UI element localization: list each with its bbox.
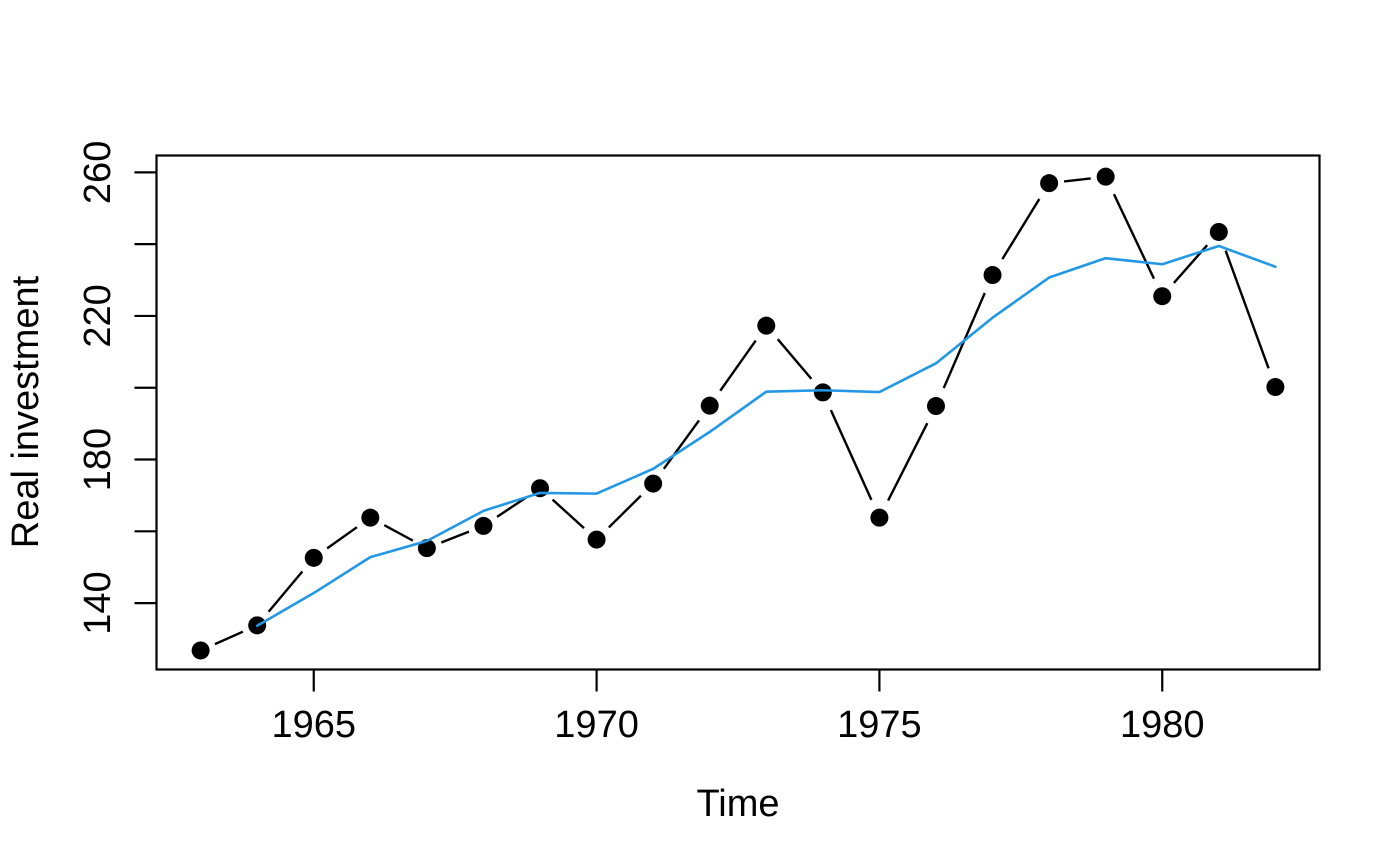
observed-segment: [214, 630, 244, 646]
observed-segment: [383, 524, 414, 542]
observed-segment: [1224, 250, 1270, 369]
plot-frame: [155, 154, 1321, 671]
y-tick-label: 260: [77, 141, 119, 204]
observed-point: [361, 508, 380, 527]
observed-point: [813, 383, 832, 402]
observed-point: [1096, 167, 1115, 186]
observed-point: [1209, 222, 1228, 241]
observed-segment: [1001, 198, 1041, 260]
y-axis-label: Real investment: [5, 275, 47, 548]
observed-point: [983, 266, 1002, 285]
observed-point: [870, 508, 889, 527]
observed-segment: [607, 494, 642, 529]
observed-segment: [496, 496, 528, 518]
x-tick-label: 1970: [554, 704, 639, 746]
observed-point: [757, 316, 776, 335]
observed-segment: [662, 419, 700, 470]
observed-point: [304, 548, 323, 567]
observed-segment: [1063, 177, 1091, 183]
observed-point: [474, 516, 493, 535]
observed-segment: [776, 338, 813, 380]
y-tick-label: 180: [77, 428, 119, 491]
x-axis-label: Time: [696, 783, 779, 825]
observed-point: [191, 641, 210, 660]
observed-point: [700, 396, 719, 415]
observed-point: [1266, 378, 1285, 397]
observed-segment: [887, 422, 929, 502]
x-tick-label: 1965: [271, 704, 356, 746]
observed-point: [417, 539, 436, 558]
x-tick-label: 1975: [837, 704, 922, 746]
fitted-line: [255, 244, 1277, 628]
observed-segment: [440, 530, 470, 544]
y-tick-label: 220: [77, 284, 119, 347]
observed-segment: [326, 526, 358, 550]
observed-segment: [1112, 193, 1156, 280]
observed-point: [644, 474, 663, 493]
observed-point: [587, 530, 606, 549]
observed-segment: [829, 409, 873, 501]
y-tick-label: 140: [77, 571, 119, 634]
chart-generated: 1965 1970 1975 1980 140 180 220 260: [77, 141, 1321, 746]
observed-point: [926, 397, 945, 416]
observed-point: [1040, 174, 1059, 193]
observed-segment: [267, 570, 304, 613]
x-tick-label: 1980: [1120, 704, 1205, 746]
observed-segment: [551, 498, 585, 530]
observed-segment: [719, 339, 757, 392]
observed-point: [1153, 287, 1172, 306]
